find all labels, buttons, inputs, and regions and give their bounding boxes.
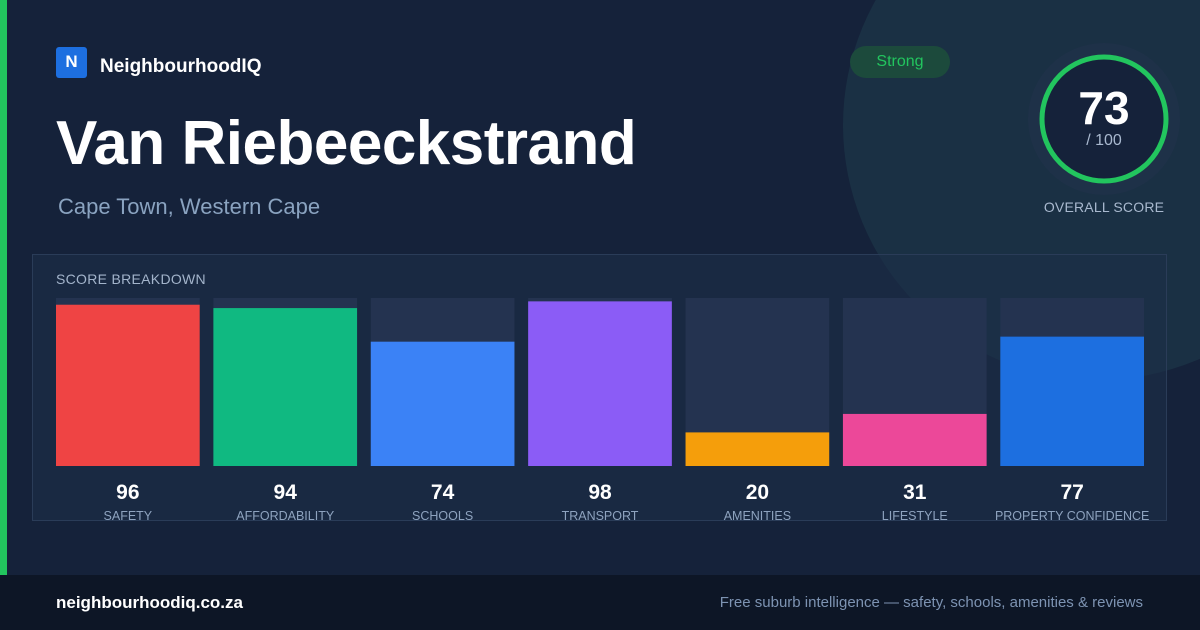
bar-label-amenities: AMENITIES bbox=[724, 509, 791, 523]
bar-value-schools: 74 bbox=[431, 481, 455, 504]
score-ring-arc bbox=[1039, 54, 1169, 184]
bar-label-affordability: AFFORDABILITY bbox=[236, 509, 335, 523]
footer-tagline: Free suburb intelligence — safety, schoo… bbox=[719, 594, 1143, 611]
bar-safety bbox=[56, 304, 200, 466]
bar-schools bbox=[370, 341, 515, 466]
footer-url: neighbourhoodiq.co.za bbox=[56, 593, 243, 612]
rating-badge: Strong bbox=[850, 46, 950, 78]
bar-label-schools: SCHOOLS bbox=[412, 509, 473, 523]
suburb-title: Van Riebeeckstrand bbox=[56, 109, 637, 178]
bar-transport bbox=[528, 301, 672, 466]
bar-value-amenities: 20 bbox=[746, 481, 769, 504]
brand-name: NeighbourhoodIQ bbox=[100, 56, 262, 77]
overall-score-label: OVERALL SCORE bbox=[1043, 199, 1165, 215]
bar-value-lifestyle: 31 bbox=[903, 481, 927, 504]
overall-score-ring bbox=[1028, 43, 1180, 195]
suburb-location: Cape Town, Western Cape bbox=[58, 194, 321, 219]
footer bbox=[0, 575, 1200, 630]
bar-amenities bbox=[685, 432, 830, 466]
brand-logo-icon: N bbox=[56, 46, 87, 78]
bar-label-lifestyle: LIFESTYLE bbox=[882, 509, 948, 523]
bar-label-transport: TRANSPORT bbox=[562, 509, 639, 523]
bar-label-property-confidence: PROPERTY CONFIDENCE bbox=[995, 509, 1149, 523]
score-ring-inner bbox=[1042, 57, 1166, 181]
overall-score-value: 73 bbox=[1078, 82, 1130, 134]
bar-value-affordability: 94 bbox=[274, 481, 298, 504]
bar-affordability bbox=[213, 308, 358, 466]
accent-bar bbox=[0, 0, 7, 575]
overall-score-max: / 100 bbox=[1086, 132, 1122, 149]
bar-value-safety: 96 bbox=[116, 481, 139, 504]
score-breakdown-title: SCORE BREAKDOWN bbox=[56, 271, 206, 287]
bar-value-transport: 98 bbox=[588, 481, 612, 504]
bar-label-safety: SAFETY bbox=[104, 509, 153, 523]
brand: N NeighbourhoodIQ bbox=[56, 46, 261, 78]
bar-lifestyle bbox=[842, 413, 987, 466]
bar-property-confidence bbox=[1000, 336, 1144, 466]
bar-value-property-confidence: 77 bbox=[1060, 481, 1083, 504]
